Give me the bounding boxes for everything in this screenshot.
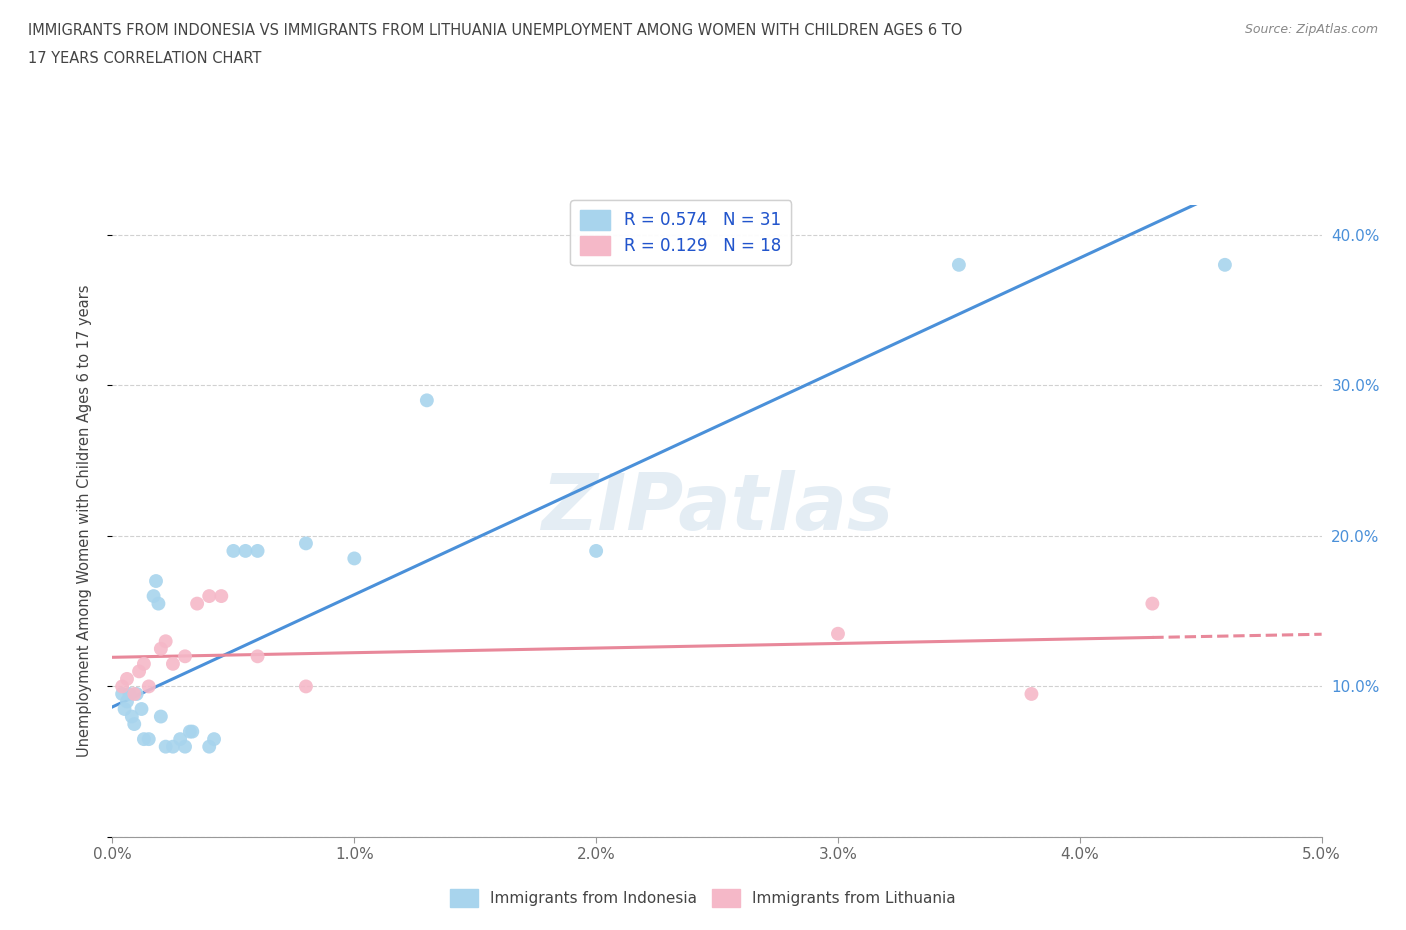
- Point: [1021, 686, 1043, 701]
- Point: [174, 649, 197, 664]
- Point: [174, 739, 197, 754]
- Point: [145, 574, 167, 589]
- Point: [121, 709, 143, 724]
- Point: [585, 543, 607, 558]
- Point: [162, 739, 184, 754]
- Point: [343, 551, 366, 565]
- Point: [295, 536, 318, 551]
- Point: [186, 596, 208, 611]
- Point: [246, 543, 269, 558]
- Point: [122, 717, 145, 732]
- Point: [115, 694, 138, 709]
- Point: [416, 392, 439, 407]
- Point: [125, 686, 148, 701]
- Point: [1213, 258, 1236, 272]
- Point: [118, 686, 141, 701]
- Point: [198, 589, 221, 604]
- Point: [202, 732, 225, 747]
- Y-axis label: Unemployment Among Women with Children Ages 6 to 17 years: Unemployment Among Women with Children A…: [77, 285, 91, 757]
- Point: [198, 739, 221, 754]
- Point: [131, 701, 153, 716]
- Text: IMMIGRANTS FROM INDONESIA VS IMMIGRANTS FROM LITHUANIA UNEMPLOYMENT AMONG WOMEN : IMMIGRANTS FROM INDONESIA VS IMMIGRANTS …: [28, 23, 963, 38]
- Point: [128, 664, 150, 679]
- Point: [148, 596, 170, 611]
- Point: [138, 732, 160, 747]
- Point: [1142, 596, 1164, 611]
- Point: [179, 724, 201, 739]
- Point: [149, 709, 172, 724]
- Point: [111, 679, 134, 694]
- Point: [235, 543, 257, 558]
- Point: [181, 724, 204, 739]
- Point: [138, 679, 160, 694]
- Legend: Immigrants from Indonesia, Immigrants from Lithuania: Immigrants from Indonesia, Immigrants fr…: [444, 884, 962, 913]
- Point: [209, 589, 232, 604]
- Point: [114, 701, 136, 716]
- Point: [155, 739, 177, 754]
- Point: [246, 649, 269, 664]
- Point: [827, 626, 849, 641]
- Point: [155, 634, 177, 649]
- Point: [948, 258, 970, 272]
- Point: [169, 732, 191, 747]
- Point: [149, 642, 172, 657]
- Point: [111, 686, 134, 701]
- Point: [162, 657, 184, 671]
- Point: [142, 589, 165, 604]
- Point: [295, 679, 318, 694]
- Point: [132, 657, 155, 671]
- Text: ZIPatlas: ZIPatlas: [541, 471, 893, 546]
- Point: [115, 671, 138, 686]
- Legend: R = 0.574   N = 31, R = 0.129   N = 18: R = 0.574 N = 31, R = 0.129 N = 18: [571, 200, 792, 265]
- Point: [122, 686, 145, 701]
- Point: [132, 732, 155, 747]
- Text: Source: ZipAtlas.com: Source: ZipAtlas.com: [1244, 23, 1378, 36]
- Text: 17 YEARS CORRELATION CHART: 17 YEARS CORRELATION CHART: [28, 51, 262, 66]
- Point: [222, 543, 245, 558]
